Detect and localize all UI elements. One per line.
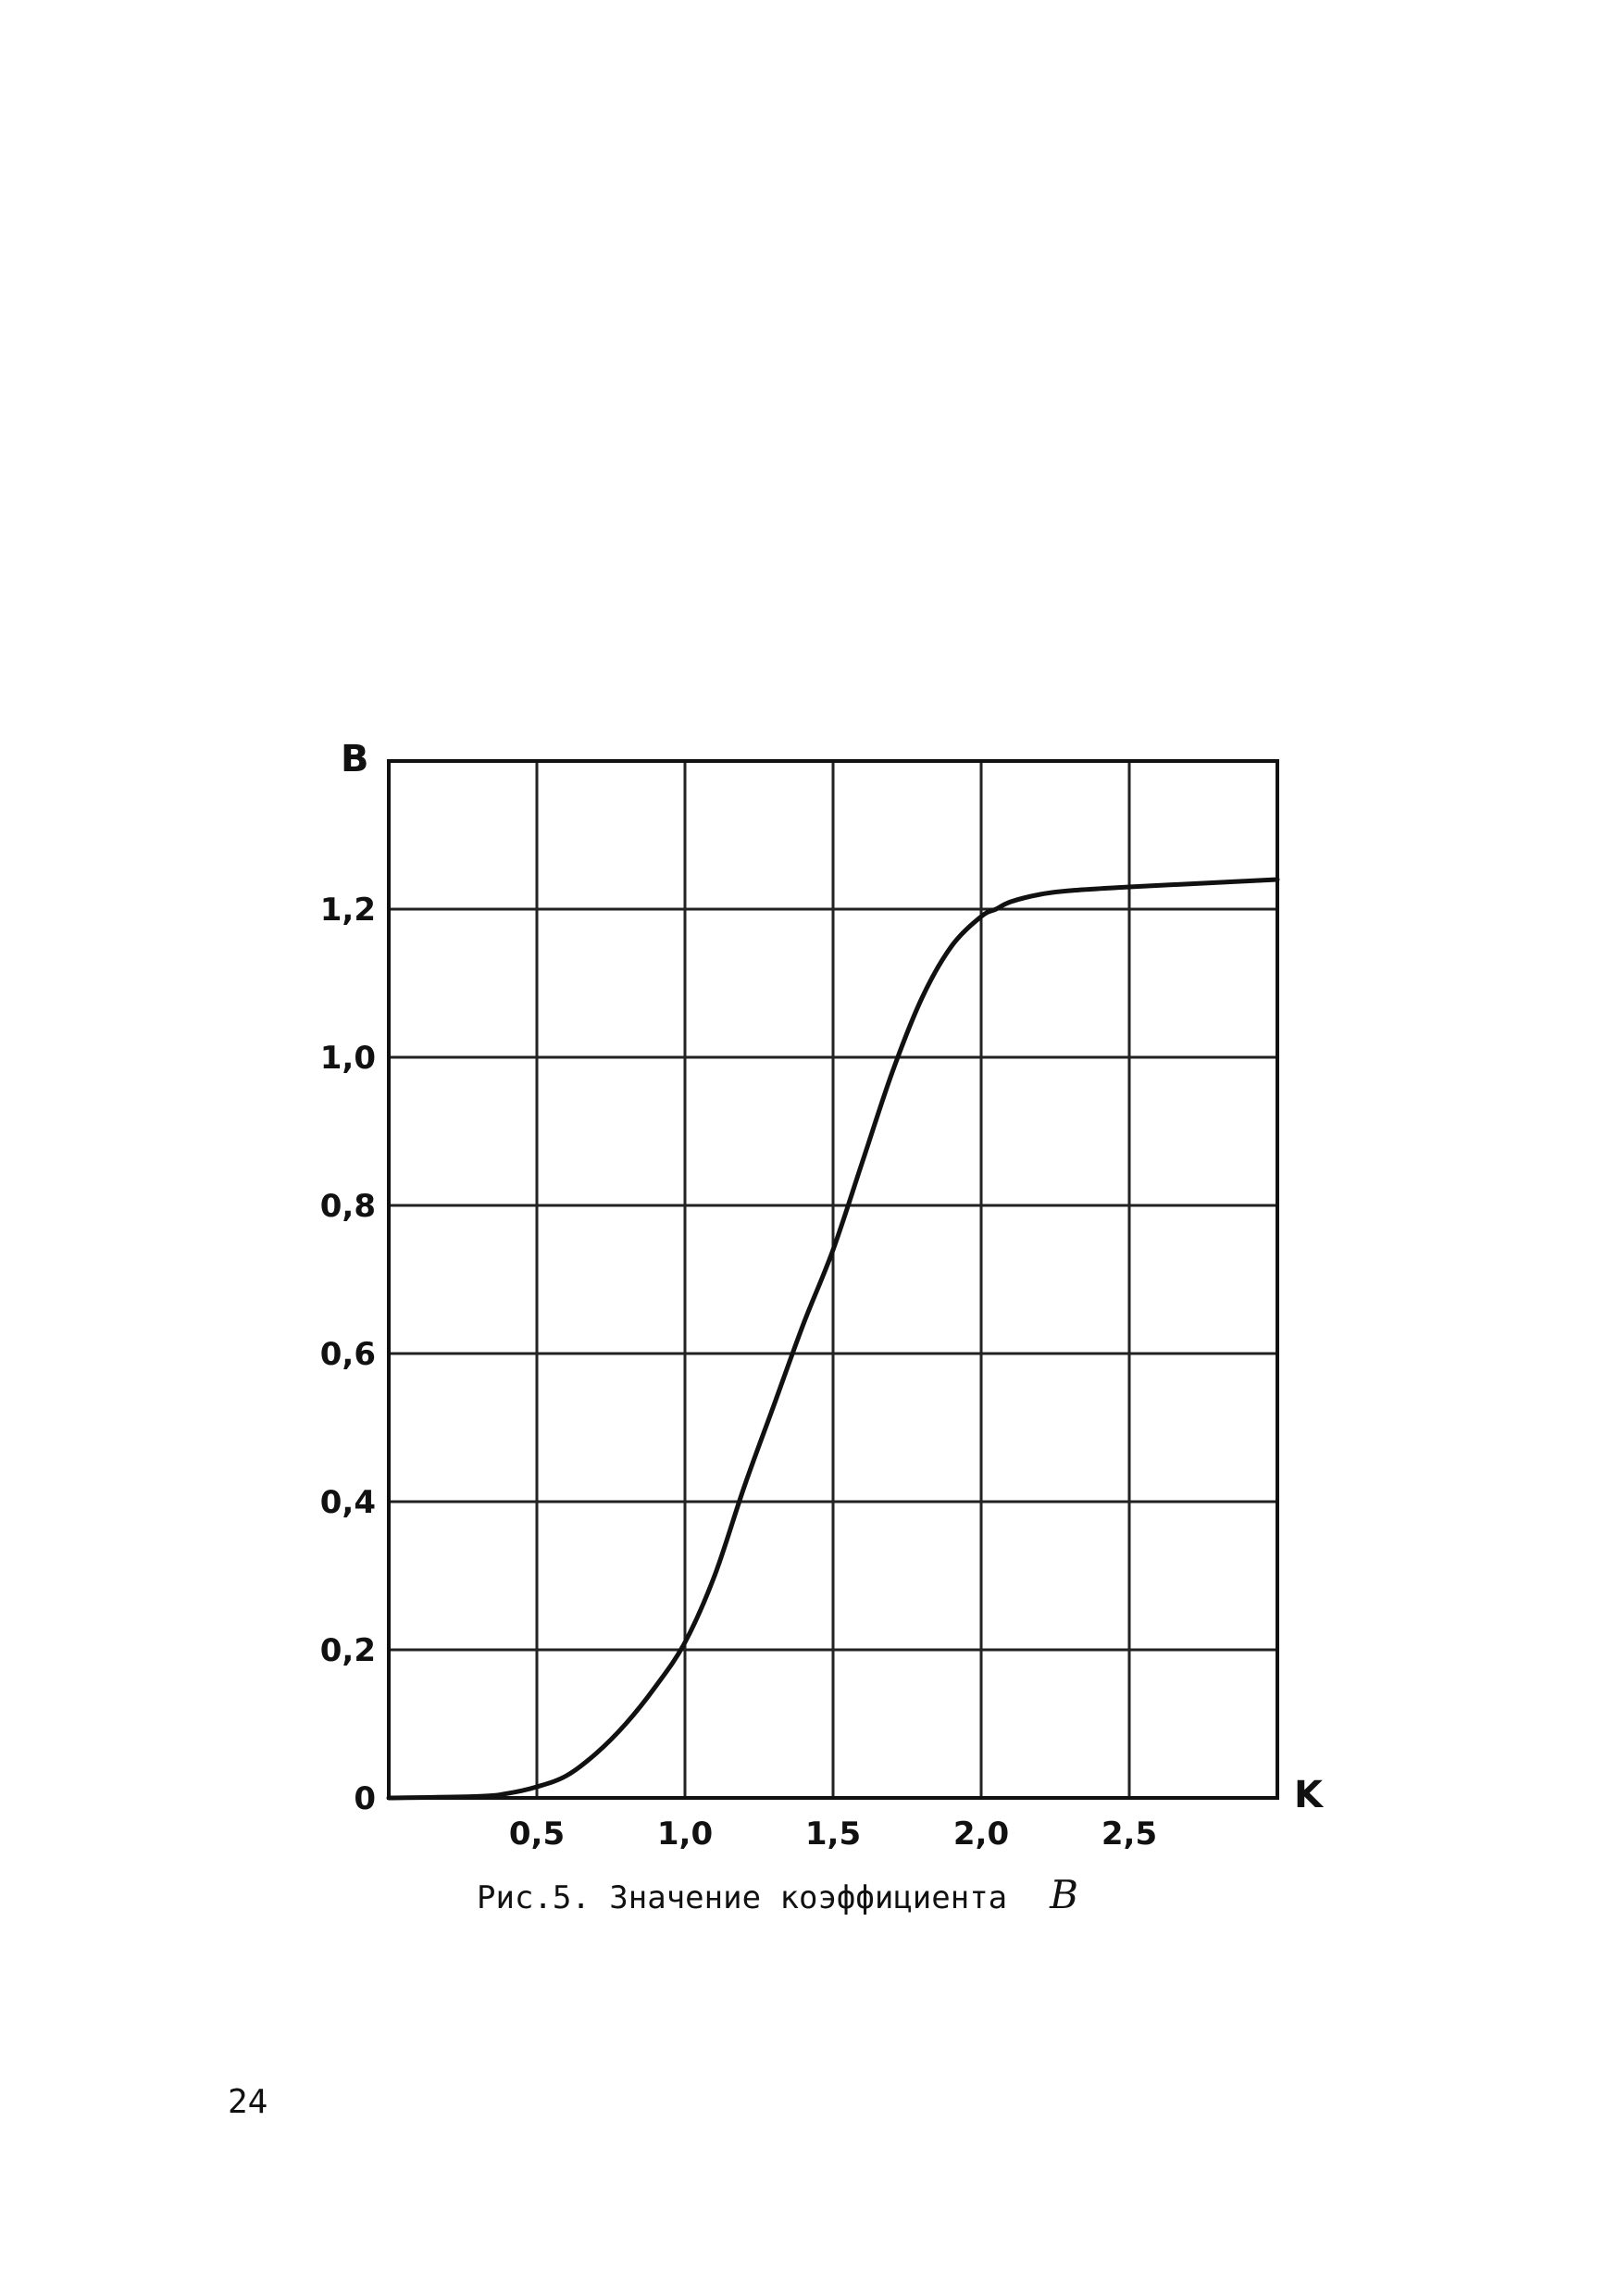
series-line bbox=[386, 877, 1280, 1801]
caption-symbol: B bbox=[1050, 1872, 1079, 1917]
y-tick-label: 0 bbox=[354, 1780, 376, 1817]
x-tick-label: 2,0 bbox=[953, 1816, 1009, 1853]
x-axis-label: K bbox=[1294, 1774, 1325, 1816]
x-tick-label: 1,0 bbox=[657, 1816, 713, 1853]
page-number: 24 bbox=[228, 2083, 268, 2121]
x-tick-label: 0,5 bbox=[509, 1816, 565, 1853]
x-tick-label: 2,5 bbox=[1101, 1816, 1157, 1853]
y-tick-label: 1,2 bbox=[320, 892, 376, 929]
chart-series-layer bbox=[386, 877, 1280, 1801]
figure-caption: Рис.5. Значение коэффициента B bbox=[477, 1872, 1078, 1917]
y-axis-label: B bbox=[341, 738, 369, 780]
y-tick-label: 0,8 bbox=[320, 1188, 376, 1225]
chart-grid bbox=[389, 761, 1277, 1798]
y-tick-label: 0,6 bbox=[320, 1336, 376, 1373]
chart-tick-labels: 0,5 1,0 1,5 2,0 2,5 0 0,2 0,4 0,6 0,8 1,0 1,2 bbox=[320, 892, 1157, 1853]
x-tick-label: 1,5 bbox=[805, 1816, 861, 1853]
plot-area-border bbox=[387, 759, 1279, 1800]
y-tick-label: 1,0 bbox=[320, 1040, 376, 1077]
y-tick-label: 0,2 bbox=[320, 1632, 376, 1669]
y-tick-label: 0,4 bbox=[320, 1484, 376, 1521]
chart-frame bbox=[387, 759, 1279, 1800]
caption-text: Рис.5. Значение коэффициента bbox=[477, 1879, 1008, 1916]
